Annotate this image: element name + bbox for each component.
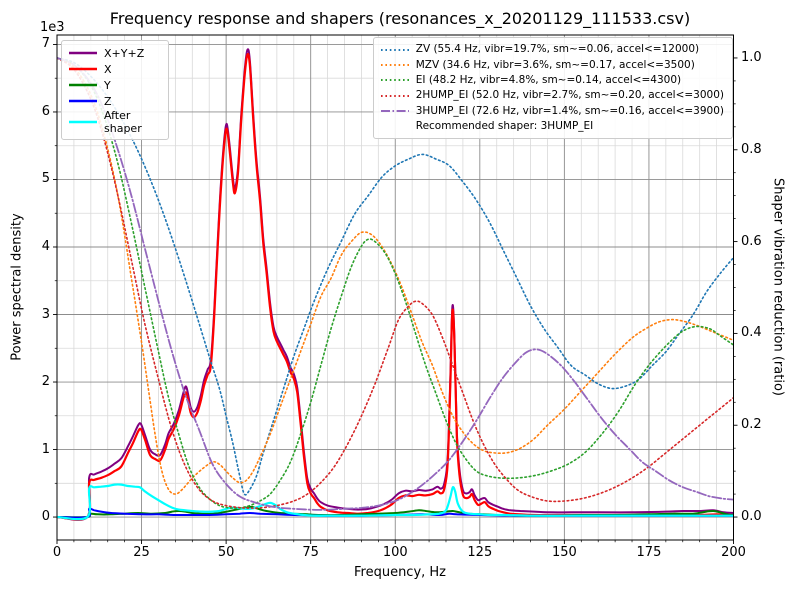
x-tick-label: 175 — [636, 545, 662, 560]
legend-swatch-blank — [380, 122, 410, 132]
y-right-tick-label: 0.0 — [741, 509, 762, 525]
y-left-tick-label: 2 — [41, 374, 50, 390]
y-left-tick-label: 6 — [41, 103, 50, 119]
x-tick-label: 25 — [133, 545, 150, 560]
x-tick-label: 150 — [551, 545, 577, 560]
series-x — [57, 52, 734, 521]
legend-item-label: EI (48.2 Hz, vibr=4.8%, sm~=0.14, accel<… — [415, 73, 682, 86]
series-mzv — [57, 57, 734, 495]
legend-item-label: MZV (34.6 Hz, vibr=3.6%, sm~=0.17, accel… — [415, 58, 695, 71]
legend-item-label: Recommended shaper: 3HUMP_EI — [415, 120, 594, 133]
legend-swatch-line — [380, 48, 409, 51]
y-left-tick-label: 3 — [41, 306, 50, 322]
series-zv — [57, 57, 734, 496]
legend-swatch-line — [380, 64, 409, 67]
x-tick-label: 125 — [467, 545, 493, 560]
legend-item-label: Y — [104, 78, 111, 92]
legend-item: ZV (55.4 Hz, vibr=19.7%, sm~=0.06, accel… — [380, 42, 724, 57]
legend-swatch-line — [380, 110, 409, 113]
x-tick-label: 50 — [217, 545, 235, 560]
series-ei — [57, 57, 734, 509]
legend-item-label: ZV (55.4 Hz, vibr=19.7%, sm~=0.06, accel… — [415, 43, 700, 56]
y-left-tick-label: 4 — [41, 238, 50, 254]
legend-item-label: 3HUMP_EI (72.6 Hz, vibr=1.4%, sm~=0.16, … — [415, 104, 724, 117]
legend-item: After shaper — [68, 109, 160, 135]
legend-item-label: X — [104, 62, 112, 76]
legend-item: 2HUMP_EI (52.0 Hz, vibr=2.7%, sm~=0.20, … — [380, 88, 724, 103]
legend-swatch-line — [380, 79, 409, 82]
y-axis-multiplier: 1e3 — [40, 20, 65, 35]
legend-swatch-line — [69, 67, 97, 71]
legend-item: X+Y+Z — [68, 45, 160, 61]
series-3hump-ei — [57, 57, 734, 511]
y-right-tick-label: 0.4 — [741, 325, 762, 341]
legend-swatch-line — [69, 51, 97, 55]
legend-item-label: X+Y+Z — [104, 46, 145, 60]
series-after-shaper — [57, 483, 734, 521]
legend-item: Recommended shaper: 3HUMP_EI — [380, 119, 724, 134]
legend-swatch-line — [69, 120, 97, 124]
x-tick-label: 0 — [52, 545, 62, 560]
legend-item: Y — [68, 77, 160, 93]
y-left-tick-label: 1 — [41, 441, 50, 457]
legend-item-label: Z — [104, 94, 112, 108]
legend-item: EI (48.2 Hz, vibr=4.8%, sm~=0.14, accel<… — [380, 73, 724, 88]
y-left-tick-label: 0 — [41, 509, 50, 525]
legend-item: 3HUMP_EI (72.6 Hz, vibr=1.4%, sm~=0.16, … — [380, 104, 724, 119]
legend-swatch-line — [69, 83, 97, 87]
y-axis-right-label: Shaper vibration reduction (ratio) — [770, 178, 786, 396]
legend-psd: X+Y+Z X Y Z After shaper — [61, 40, 169, 140]
series-2hump-ei — [57, 57, 734, 509]
x-tick-label: 100 — [382, 545, 408, 560]
y-right-tick-label: 1.0 — [741, 49, 762, 65]
legend-item-label: 2HUMP_EI (52.0 Hz, vibr=2.7%, sm~=0.20, … — [415, 89, 724, 102]
x-tick-label: 75 — [302, 545, 319, 560]
y-axis-left-label: Power spectral density — [9, 213, 25, 361]
x-tick-label: 200 — [721, 545, 746, 560]
legend-item: Z — [68, 93, 160, 109]
y-right-tick-label: 0.2 — [741, 417, 762, 433]
series-z — [57, 507, 734, 519]
y-right-tick-label: 0.6 — [741, 233, 762, 249]
chart-title: Frequency response and shapers (resonanc… — [109, 9, 691, 28]
legend-swatch-line — [380, 94, 409, 97]
x-axis-label: Frequency, Hz — [353, 565, 447, 580]
y-left-tick-label: 7 — [41, 36, 50, 52]
legend-item: MZV (34.6 Hz, vibr=3.6%, sm~=0.17, accel… — [380, 57, 724, 72]
legend-item: X — [68, 61, 160, 77]
y-right-tick-label: 0.8 — [741, 141, 762, 157]
legend-swatch-line — [69, 99, 97, 103]
y-left-tick-label: 5 — [41, 171, 50, 187]
legend-item-label: After shaper — [104, 109, 142, 135]
legend-shapers: ZV (55.4 Hz, vibr=19.7%, sm~=0.06, accel… — [372, 37, 733, 140]
